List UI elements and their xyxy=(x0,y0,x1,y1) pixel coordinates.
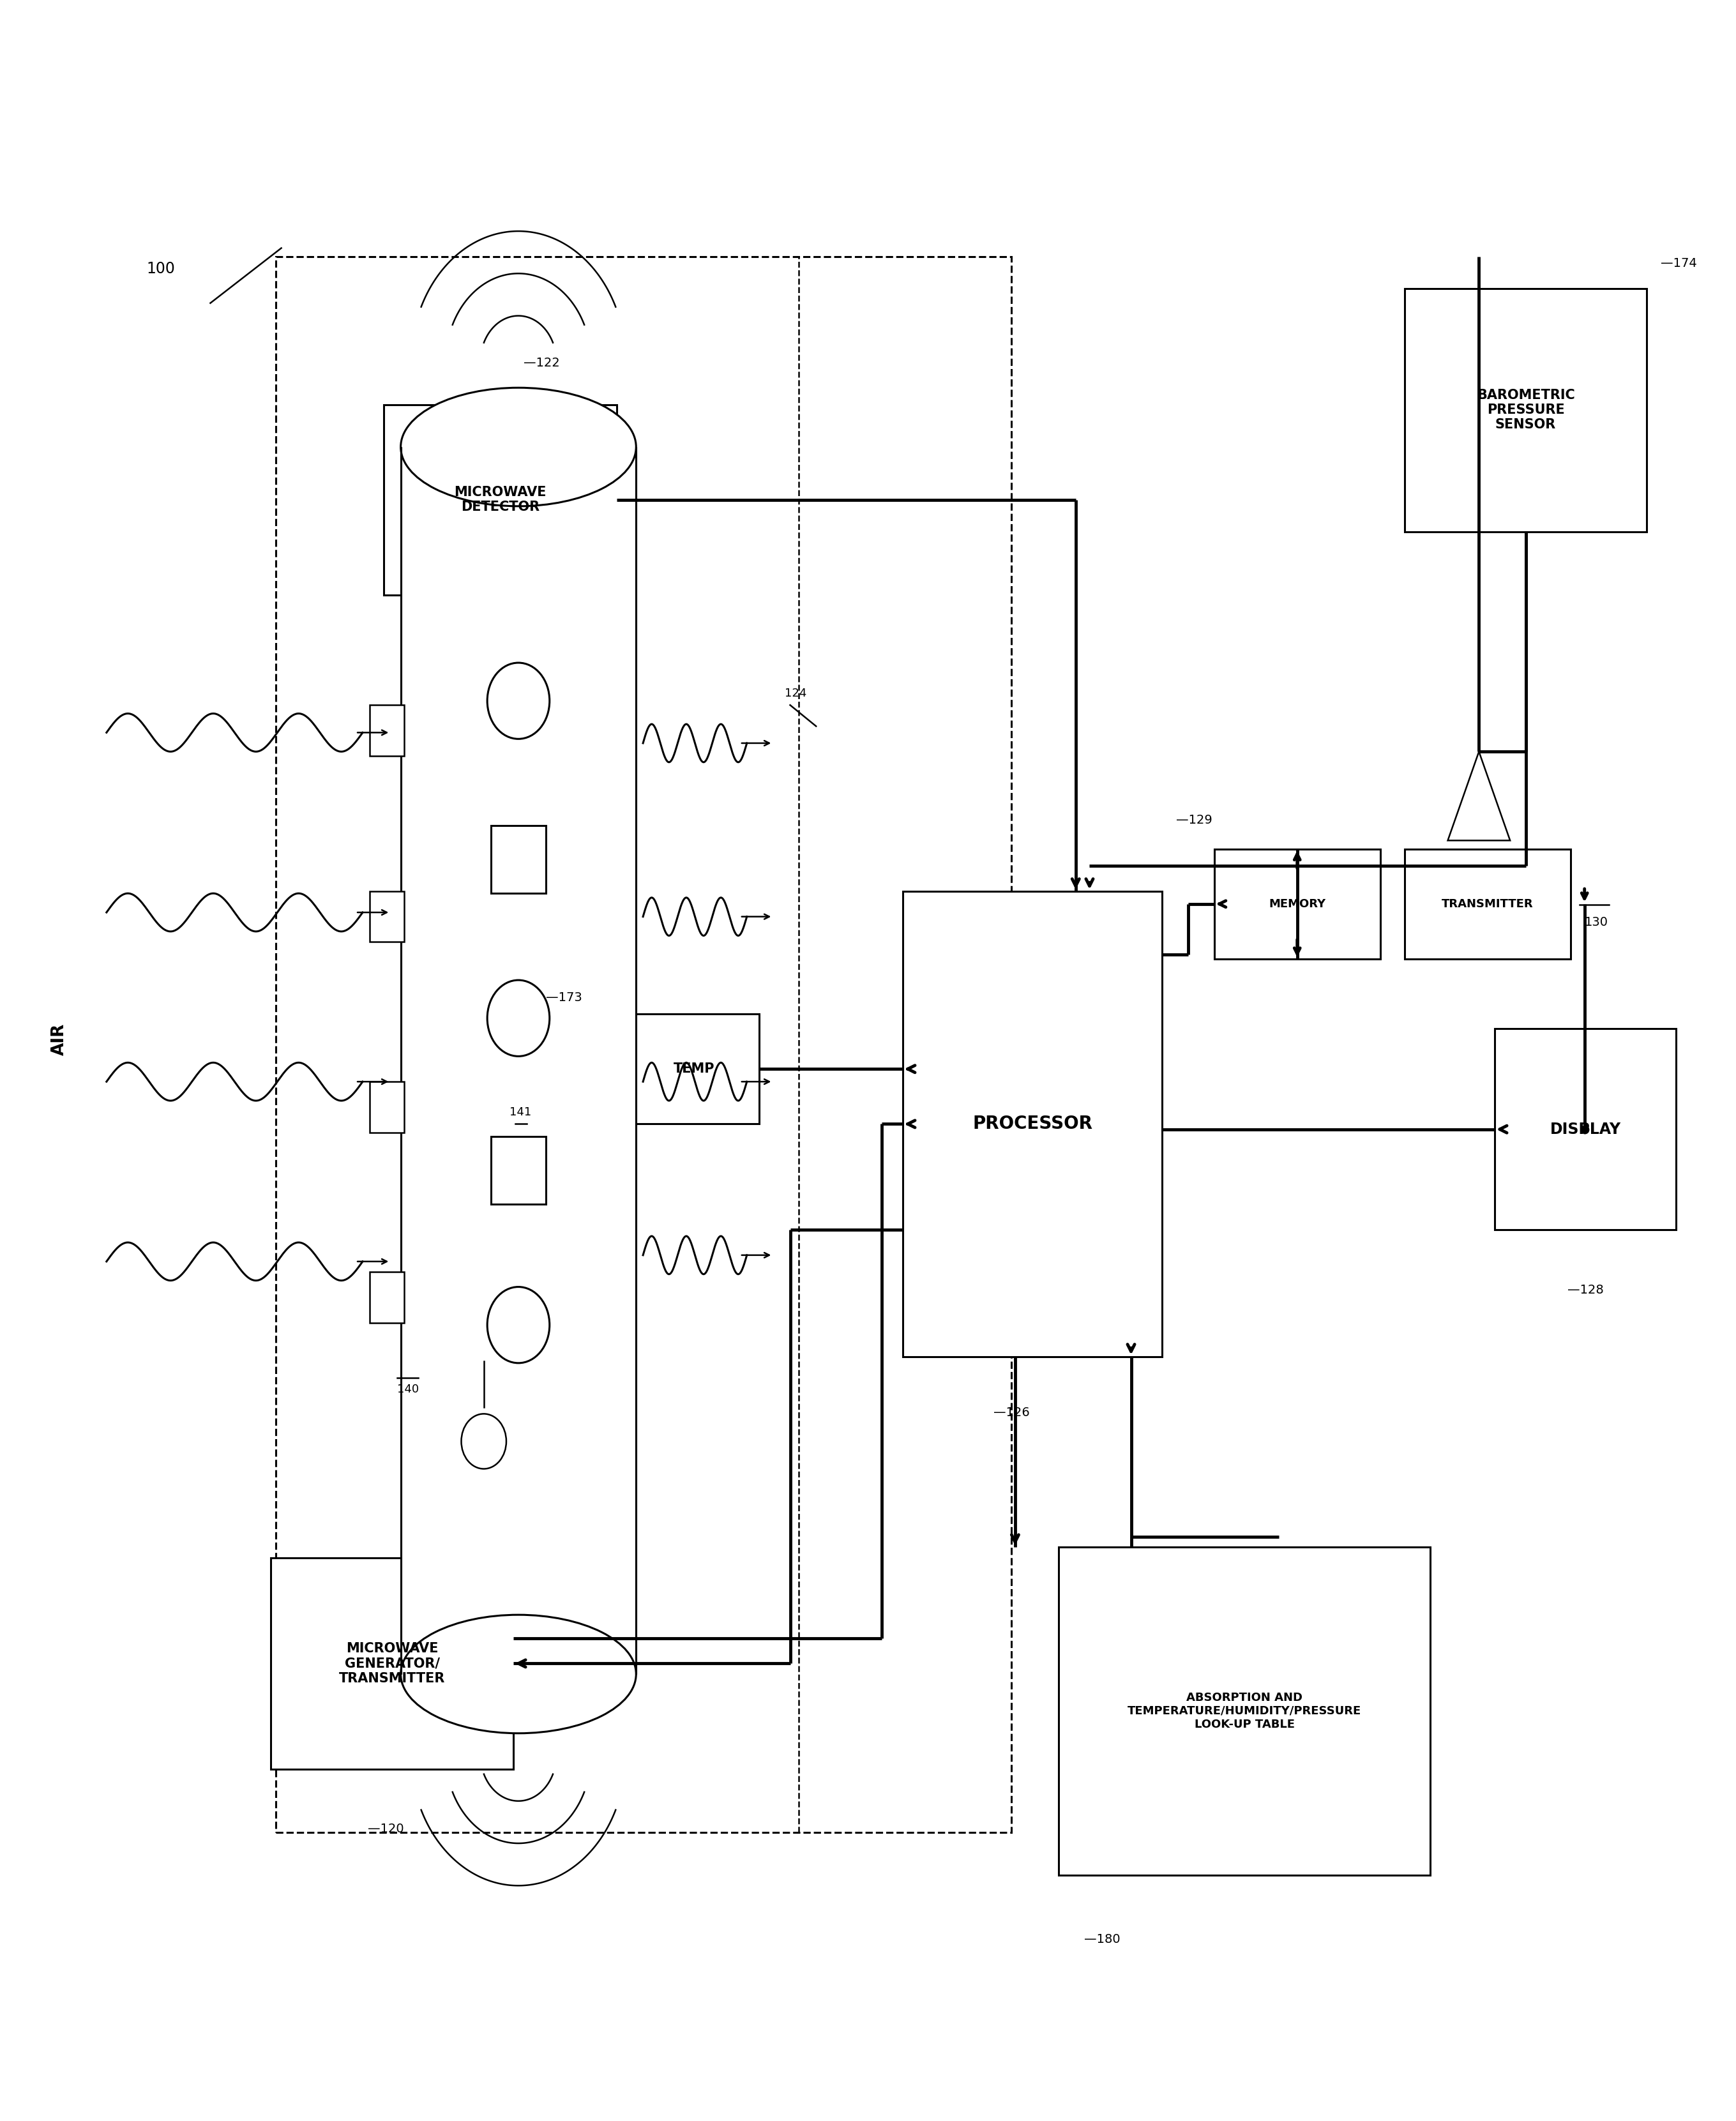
Bar xyxy=(1404,848,1571,959)
Text: 141: 141 xyxy=(510,1107,531,1118)
Text: TRANSMITTER: TRANSMITTER xyxy=(1441,897,1533,910)
Text: 100: 100 xyxy=(146,261,175,276)
Text: —126: —126 xyxy=(993,1406,1029,1419)
Text: BAROMETRIC
PRESSURE
SENSOR: BAROMETRIC PRESSURE SENSOR xyxy=(1477,388,1575,431)
Text: —180: —180 xyxy=(1085,1932,1120,1945)
Polygon shape xyxy=(1448,751,1510,840)
Text: AIR: AIR xyxy=(50,1022,68,1056)
Text: PROCESSOR: PROCESSOR xyxy=(972,1116,1092,1133)
Text: ABSORPTION AND
TEMPERATURE/HUMIDITY/PRESSURE
LOOK-UP TABLE: ABSORPTION AND TEMPERATURE/HUMIDITY/PRES… xyxy=(1127,1693,1361,1731)
Bar xyxy=(1495,1029,1677,1230)
Ellipse shape xyxy=(401,388,635,507)
Bar xyxy=(491,1137,547,1205)
Bar xyxy=(491,825,547,893)
Text: DISPLAY: DISPLAY xyxy=(1550,1122,1621,1137)
Bar xyxy=(628,1014,759,1124)
Text: 130: 130 xyxy=(1585,916,1608,929)
Text: MICROWAVE
DETECTOR: MICROWAVE DETECTOR xyxy=(455,486,547,513)
Bar xyxy=(370,1273,404,1324)
Bar xyxy=(276,257,1012,1833)
Bar xyxy=(903,891,1161,1357)
Bar xyxy=(401,448,635,1673)
Bar xyxy=(271,1557,514,1769)
Text: MEMORY: MEMORY xyxy=(1269,897,1326,910)
Ellipse shape xyxy=(401,1614,635,1733)
Bar xyxy=(370,704,404,755)
Bar xyxy=(384,405,616,596)
Text: 124: 124 xyxy=(785,687,807,700)
Bar xyxy=(1059,1546,1430,1875)
Text: —174: —174 xyxy=(1661,257,1696,269)
Bar xyxy=(370,891,404,942)
Text: —122: —122 xyxy=(524,356,559,369)
Text: —129: —129 xyxy=(1175,814,1212,825)
Text: MICROWAVE
GENERATOR/
TRANSMITTER: MICROWAVE GENERATOR/ TRANSMITTER xyxy=(339,1642,444,1684)
Bar xyxy=(1404,288,1647,532)
Bar xyxy=(1213,848,1380,959)
Text: 140: 140 xyxy=(398,1383,418,1396)
Bar xyxy=(370,1082,404,1133)
Text: —120: —120 xyxy=(368,1824,404,1835)
Text: —173: —173 xyxy=(547,993,582,1003)
Text: —128: —128 xyxy=(1568,1283,1604,1296)
Text: TEMP: TEMP xyxy=(674,1063,715,1075)
